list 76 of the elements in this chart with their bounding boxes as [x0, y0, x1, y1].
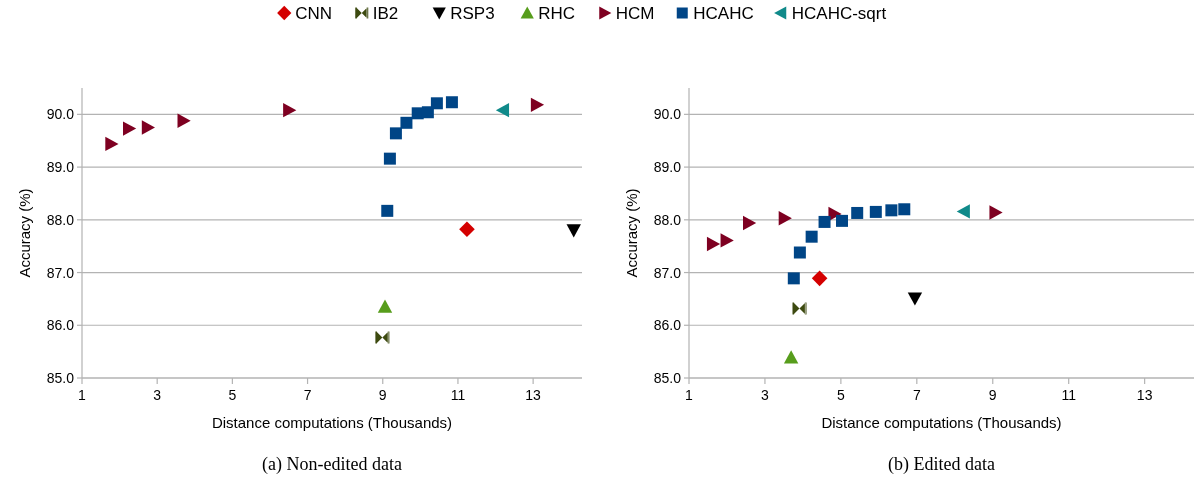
y-tick-label: 86.0	[653, 317, 682, 334]
x-tick-label: 11	[450, 387, 466, 403]
point	[105, 136, 119, 152]
point	[381, 204, 394, 217]
y-tick-label: 85.0	[653, 370, 682, 386]
x-tick-label: 9	[988, 387, 997, 403]
y-tick-label: 89.0	[46, 159, 75, 176]
point	[377, 299, 393, 313]
point	[445, 96, 458, 109]
legend-label: RSP3	[450, 4, 495, 23]
point	[778, 211, 792, 226]
point	[706, 236, 721, 252]
point	[956, 204, 970, 219]
point	[869, 205, 882, 218]
legend-label: CNN	[295, 4, 333, 23]
x-tick-label: 1	[685, 387, 694, 403]
point	[898, 203, 911, 216]
legend-label: RHC	[538, 4, 576, 23]
point	[430, 97, 443, 110]
x-tick-label: 1	[78, 387, 87, 403]
x-tick-label: 5	[228, 387, 237, 403]
point	[459, 221, 475, 238]
y-tick-label: 89.0	[653, 159, 682, 176]
point	[989, 205, 1003, 220]
y-tick-label: 88.0	[46, 211, 75, 228]
legend-label: HCAHC-sqrt	[791, 4, 887, 23]
y-tick-label: 87.0	[653, 264, 682, 281]
text: (a) Non-edited data	[262, 454, 402, 475]
point	[495, 102, 510, 118]
x-tick-label: 5	[836, 387, 845, 403]
y-tick-label: 88.0	[653, 211, 682, 228]
point	[375, 331, 390, 344]
text: (b) Edited data	[888, 454, 995, 475]
point	[383, 152, 396, 165]
x-tick-label: 3	[761, 387, 770, 403]
x-tick-label: 13	[1136, 387, 1153, 403]
point	[720, 233, 734, 248]
x-tick-label: 13	[525, 387, 542, 403]
point	[742, 215, 757, 231]
point	[793, 246, 806, 259]
point	[530, 97, 545, 113]
point	[792, 302, 807, 315]
point	[283, 102, 297, 118]
point	[811, 270, 828, 287]
point	[566, 224, 581, 238]
y-tick-label: 85.0	[46, 370, 75, 386]
legend-label: HCAHC	[693, 4, 754, 23]
point	[907, 292, 923, 306]
y-tick-label: 86.0	[46, 317, 75, 334]
x-tick-label: 9	[378, 387, 387, 403]
point	[177, 113, 191, 128]
point	[122, 121, 137, 136]
x-tick-label: 7	[912, 387, 921, 403]
point	[836, 214, 849, 227]
legend-label: HCM	[615, 4, 655, 23]
x-tick-label: 3	[153, 387, 162, 403]
point	[805, 230, 818, 243]
point	[421, 106, 434, 119]
point	[851, 206, 864, 219]
y-axis-title: Accuracy (%)	[623, 188, 640, 278]
legend-label: IB2	[372, 4, 399, 23]
x-axis-title: Distance computations (Thousands)	[211, 414, 453, 431]
y-tick-label: 90.0	[653, 106, 682, 123]
point	[400, 116, 413, 129]
point	[885, 204, 898, 217]
x-axis-title: Distance computations (Thousands)	[821, 414, 1062, 431]
y-tick-label: 87.0	[46, 264, 75, 281]
y-tick-label: 90.0	[46, 106, 75, 123]
point	[141, 120, 155, 135]
point	[787, 272, 800, 285]
x-tick-label: 7	[303, 387, 312, 403]
x-tick-label: 11	[1061, 387, 1077, 403]
point	[783, 350, 799, 364]
point	[389, 127, 402, 140]
y-axis-title: Accuracy (%)	[16, 188, 33, 278]
point	[818, 215, 831, 228]
